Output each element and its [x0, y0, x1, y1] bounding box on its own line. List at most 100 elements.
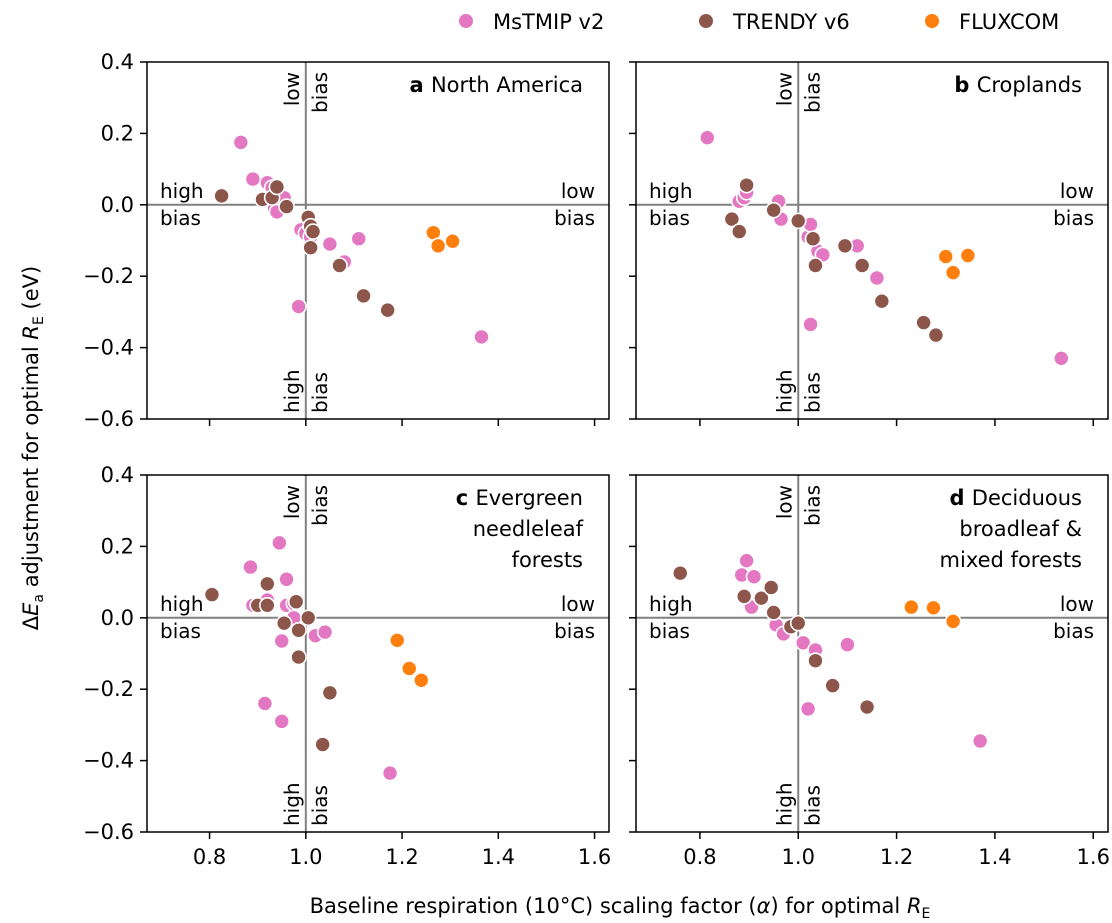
data-point-mstmip-v2: [794, 634, 812, 652]
panel-title-text: Deciduous: [972, 486, 1082, 510]
data-point-trendy-v6: [915, 314, 932, 331]
data-point-trendy-v6: [927, 326, 945, 344]
plot-frame: [146, 61, 610, 420]
annotation-left-bias: bias: [160, 206, 201, 230]
annotation-right-low: low: [1060, 592, 1094, 616]
annotation-right-bias: bias: [1053, 206, 1094, 230]
data-point-trendy-v6: [762, 579, 780, 596]
panel-title-text: North America: [431, 73, 583, 97]
data-point-trendy-v6: [789, 614, 807, 632]
y-axis-title: ΔEa adjustment for optimal RE (eV): [19, 266, 47, 630]
legend-marker-fluxcom: [925, 14, 939, 28]
data-point-mstmip-v2: [273, 632, 291, 650]
panel-letter: b: [954, 73, 976, 97]
annotation-top-bias: bias: [308, 72, 332, 113]
plot-frame: [146, 474, 610, 833]
x-tick-label: 1.4: [978, 845, 1011, 869]
annotation-right-low: low: [1060, 179, 1094, 203]
legend-label-trendy: TRENDY v6: [732, 10, 850, 34]
y-tick-label: −0.4: [83, 336, 134, 360]
annotation-right-bias: bias: [554, 206, 595, 230]
y-tick-label: 0.0: [101, 193, 134, 217]
data-point-trendy-v6: [290, 621, 307, 639]
data-point-trendy-v6: [304, 223, 322, 240]
data-point-trendy-v6: [321, 684, 339, 702]
panel-title: c Evergreen: [456, 486, 583, 510]
data-point-mstmip-v2: [868, 269, 886, 287]
data-point-trendy-v6: [290, 648, 307, 666]
data-point-mstmip-v2: [278, 570, 295, 588]
x-tick-label: 1.0: [289, 845, 322, 869]
annotation-bottom-high: high: [772, 782, 796, 826]
data-point-fluxcom: [388, 631, 406, 649]
data-point-trendy-v6: [287, 593, 305, 611]
legend: MsTMIP v2 TRENDY v6 FLUXCOM: [459, 10, 1059, 34]
annotation-bottom-bias: bias: [308, 372, 332, 413]
panel-title-text: Croplands: [977, 73, 1082, 97]
panel-title-line: needleleaf: [473, 517, 584, 541]
annotation-bottom-bias: bias: [800, 372, 824, 413]
data-point-trendy-v6: [314, 736, 331, 753]
x-tick-label: 0.8: [193, 845, 226, 869]
data-point-trendy-v6: [299, 609, 317, 627]
y-tick-label: −0.2: [83, 677, 134, 701]
data-point-trendy-v6: [730, 223, 748, 240]
data-point-trendy-v6: [355, 287, 372, 305]
annotation-left-high: high: [649, 592, 693, 616]
x-axis-title: Baseline respiration (10°C) scaling fact…: [310, 894, 931, 922]
y-tick-label: 0.4: [101, 463, 134, 487]
x-tick-label: 1.2: [385, 845, 418, 869]
data-point-trendy-v6: [735, 588, 753, 605]
annotation-bottom-bias: bias: [800, 785, 824, 826]
data-point-trendy-v6: [259, 597, 276, 614]
data-point-trendy-v6: [824, 677, 841, 694]
data-point-fluxcom: [903, 598, 920, 616]
data-point-mstmip-v2: [271, 534, 288, 552]
annotation-left-bias: bias: [649, 619, 690, 643]
data-point-trendy-v6: [765, 604, 782, 621]
data-point-mstmip-v2: [1052, 350, 1070, 367]
data-point-trendy-v6: [738, 176, 755, 194]
data-point-trendy-v6: [765, 201, 782, 219]
y-tick-label: −0.6: [83, 820, 134, 844]
data-point-mstmip-v2: [273, 713, 291, 730]
data-point-fluxcom: [944, 613, 962, 630]
legend-label-mstmip: MsTMIP v2: [493, 10, 604, 34]
data-point-mstmip-v2: [244, 170, 262, 188]
annotation-right-bias: bias: [554, 619, 595, 643]
data-point-trendy-v6: [379, 301, 396, 319]
y-tick-label: 0.2: [101, 121, 134, 145]
legend-marker-mstmip: [459, 14, 473, 28]
panel-title-text: Evergreen: [475, 486, 583, 510]
data-point-mstmip-v2: [321, 235, 339, 253]
y-tick-label: 0.0: [101, 606, 134, 630]
data-point-fluxcom: [429, 237, 447, 255]
plot-frame: [635, 474, 1109, 833]
x-tick-label: 1.4: [482, 845, 515, 869]
data-point-mstmip-v2: [473, 328, 490, 346]
annotation-left-bias: bias: [649, 206, 690, 230]
panel-title-line: mixed forests: [940, 548, 1082, 572]
y-tick-label: −0.4: [83, 749, 134, 773]
data-point-fluxcom: [937, 248, 955, 265]
y-tick-label: −0.6: [83, 407, 134, 431]
data-point-fluxcom: [413, 671, 430, 689]
data-point-trendy-v6: [278, 198, 295, 215]
x-tick-label: 1.6: [1077, 845, 1110, 869]
data-point-fluxcom: [444, 232, 461, 250]
annotation-top-low: low: [772, 72, 796, 106]
x-tick-label: 0.8: [683, 845, 716, 869]
annotation-top-bias: bias: [800, 72, 824, 113]
annotation-bottom-high: high: [280, 369, 304, 413]
y-tick-label: 0.2: [101, 534, 134, 558]
legend-label-fluxcom: FLUXCOM: [959, 10, 1059, 34]
x-tick-label: 1.2: [880, 845, 913, 869]
annotation-top-bias: bias: [308, 485, 332, 526]
data-point-mstmip-v2: [256, 695, 274, 712]
data-point-trendy-v6: [203, 586, 221, 603]
annotation-top-bias: bias: [800, 485, 824, 526]
